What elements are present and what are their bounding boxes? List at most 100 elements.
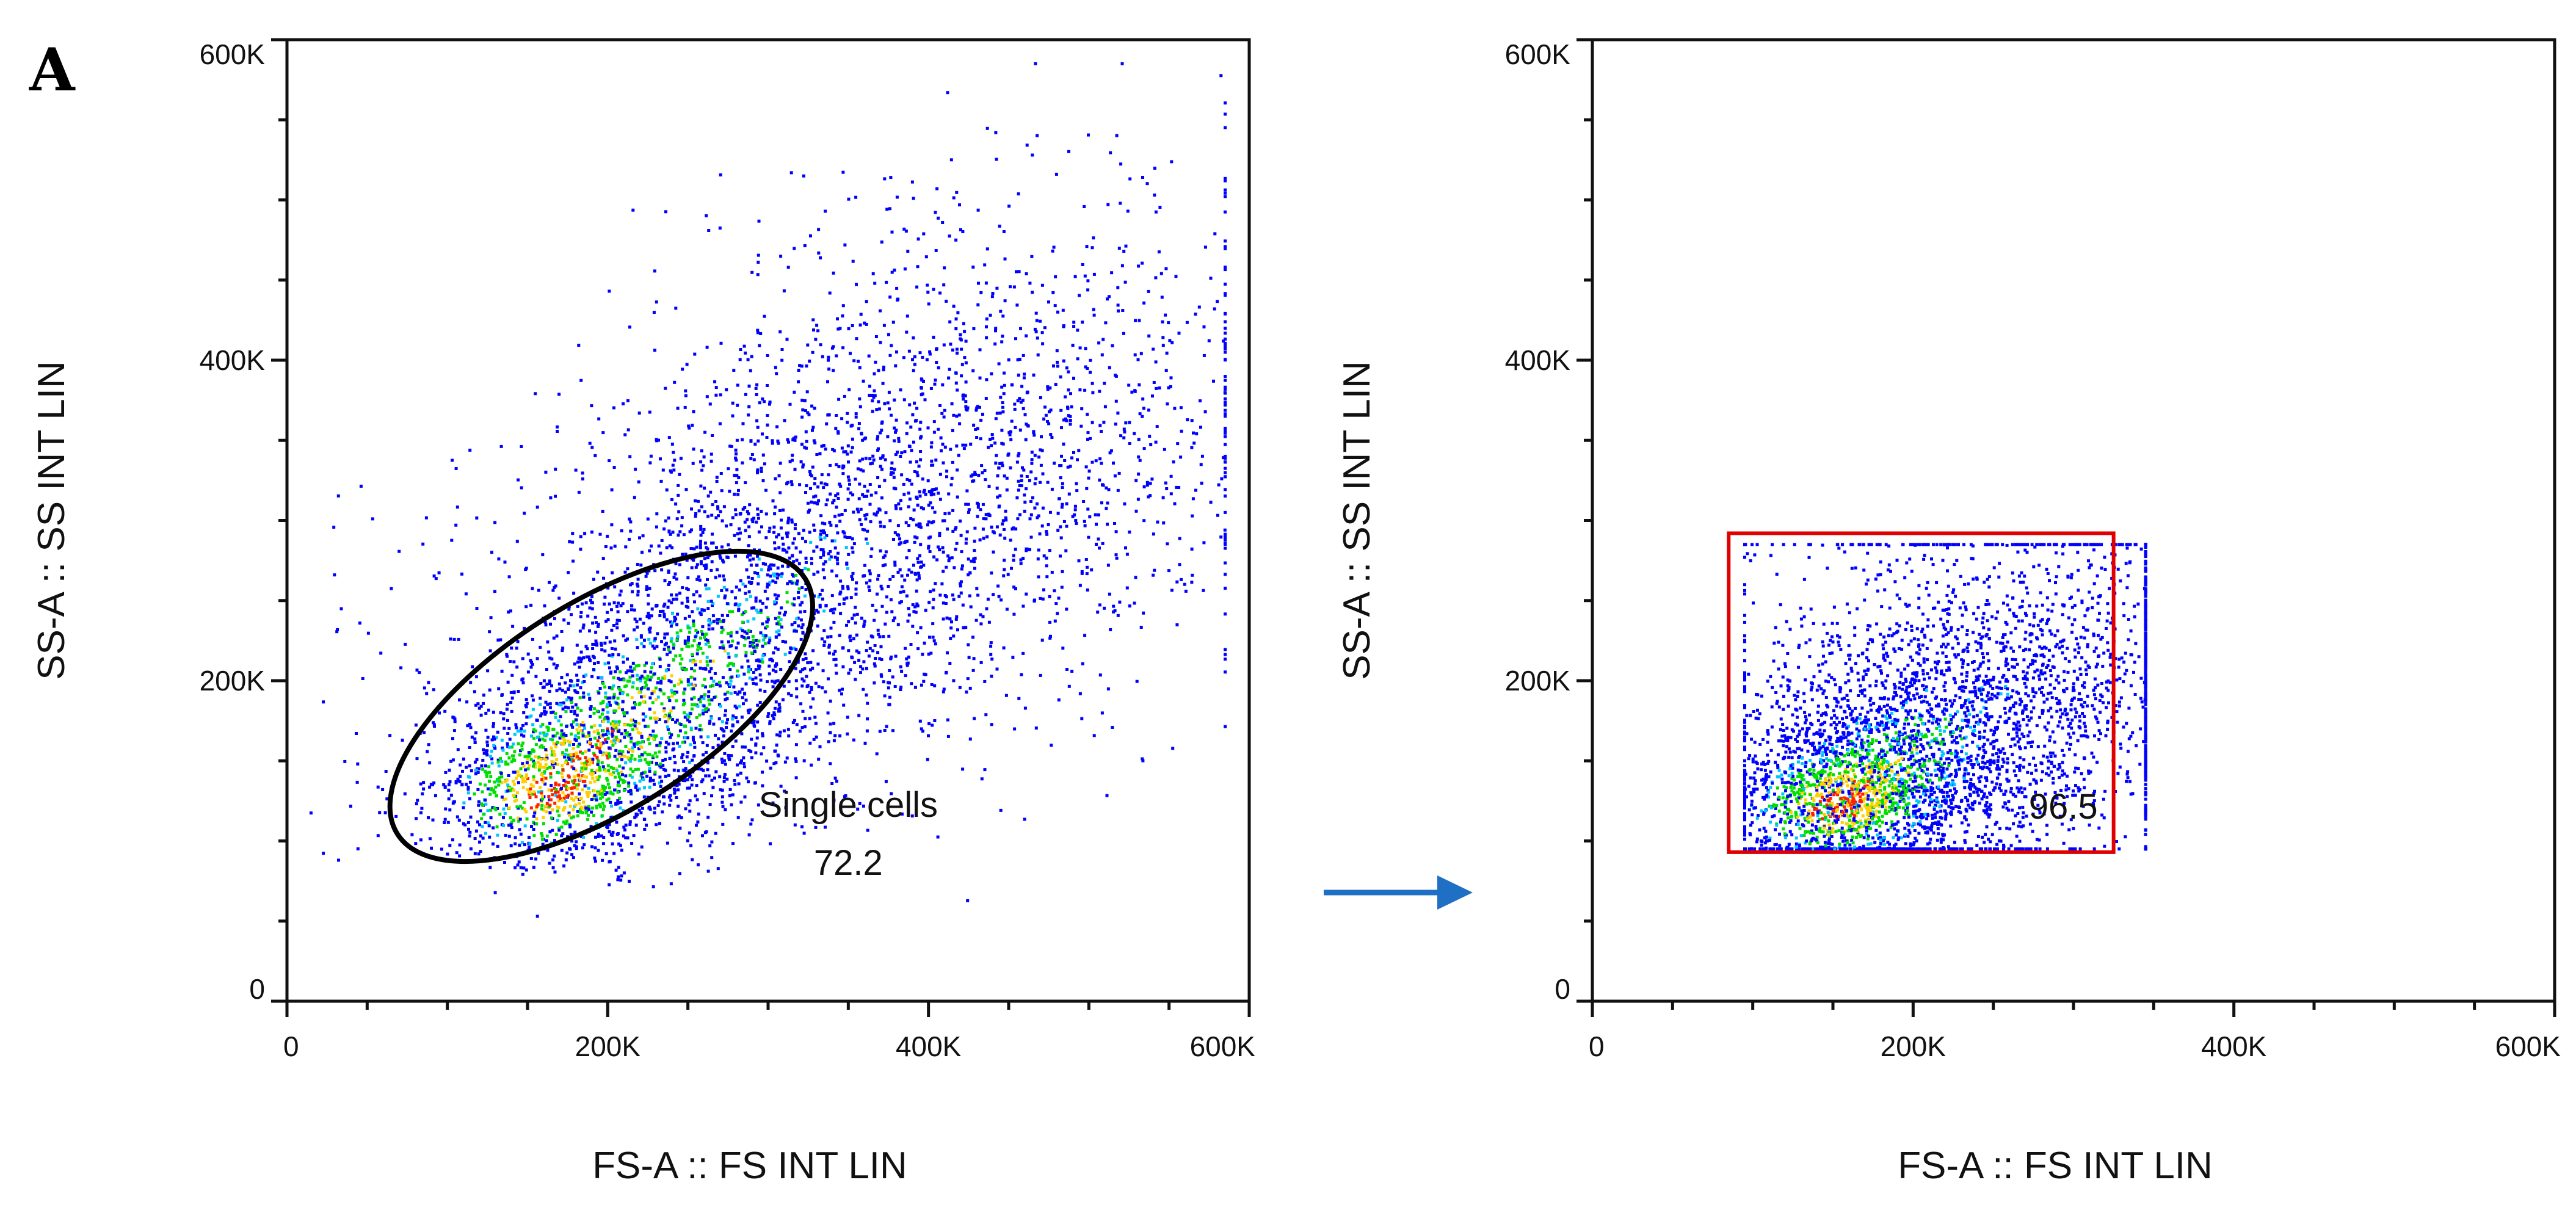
scatter-point [601, 557, 605, 560]
scatter-point [733, 474, 736, 477]
scatter-point [700, 468, 704, 472]
scatter-point [581, 788, 584, 792]
scatter-point [603, 595, 607, 599]
scatter-point [722, 505, 726, 509]
scatter-point [1114, 422, 1117, 426]
scatter-point [747, 581, 751, 584]
scatter-point [1003, 371, 1006, 375]
scatter-point [458, 854, 462, 858]
scatter-point [733, 554, 737, 558]
scatter-point [658, 800, 661, 803]
scatter-point [889, 176, 893, 179]
scatter-point [829, 626, 833, 630]
scatter-point [973, 549, 976, 552]
scatter-point [813, 715, 817, 719]
scatter-point [1213, 232, 1217, 236]
scatter-point [693, 352, 697, 356]
scatter-point [744, 584, 747, 588]
scatter-point [692, 696, 696, 700]
scatter-point [619, 879, 623, 882]
scatter-point [590, 845, 594, 849]
scatter-point [703, 678, 706, 681]
scatter-point [659, 681, 663, 685]
scatter-point [619, 806, 622, 810]
scatter-point [785, 756, 789, 760]
scatter-point [691, 858, 694, 861]
scatter-point [982, 517, 985, 521]
scatter-point [752, 645, 756, 648]
scatter-point [935, 347, 938, 351]
scatter-point [1163, 447, 1166, 451]
scatter-point [561, 764, 564, 767]
scatter-point [490, 757, 494, 761]
scatter-point [823, 640, 827, 643]
scatter-point [741, 507, 745, 511]
scatter-point [488, 630, 492, 634]
scatter-point [718, 422, 722, 426]
scatter-point [542, 816, 545, 819]
scatter-point [645, 761, 649, 764]
scatter-point [945, 475, 948, 479]
scatter-point [938, 291, 942, 295]
scatter-point [1209, 501, 1213, 504]
scatter-point [952, 305, 956, 308]
scatter-point [793, 247, 796, 250]
scatter-point [927, 722, 931, 725]
scatter-point [570, 613, 573, 617]
scatter-point [653, 711, 656, 715]
scatter-point [651, 885, 655, 889]
scatter-point [777, 709, 780, 713]
scatter-point [719, 556, 722, 560]
scatter-point [678, 722, 681, 725]
scatter-point [567, 607, 571, 611]
scatter-point [714, 733, 717, 737]
scatter-point [724, 698, 727, 701]
scatter-point [761, 397, 764, 401]
scatter-point [1075, 482, 1078, 485]
scatter-point [801, 465, 805, 469]
scatter-point [851, 617, 854, 620]
scatter-point [652, 311, 656, 314]
scatter-point [1067, 370, 1070, 374]
scatter-point [629, 789, 633, 792]
scatter-point [1001, 335, 1004, 338]
scatter-point [551, 761, 555, 764]
scatter-point [539, 697, 542, 700]
scatter-point [1224, 179, 1227, 183]
scatter-point [591, 771, 595, 775]
scatter-point [587, 813, 590, 817]
scatter-point [1022, 376, 1026, 380]
scatter-point [509, 609, 512, 613]
scatter-point [907, 655, 910, 659]
scatter-point [541, 723, 545, 726]
scatter-point [893, 439, 896, 443]
scatter-point [662, 604, 666, 608]
scatter-point [880, 468, 883, 471]
scatter-point [1194, 488, 1197, 492]
scatter-point [653, 770, 657, 774]
scatter-point [678, 729, 682, 733]
scatter-point [716, 683, 719, 686]
scatter-point [1081, 662, 1084, 665]
scatter-point [614, 709, 617, 712]
scatter-point [576, 810, 579, 813]
scatter-point [803, 610, 807, 613]
scatter-point [775, 372, 778, 375]
scatter-point [852, 510, 855, 514]
scatter-point [513, 866, 517, 869]
scatter-point [727, 640, 730, 643]
scatter-point [545, 683, 549, 686]
scatter-point [617, 601, 620, 605]
scatter-point [675, 796, 678, 799]
scatter-point [910, 814, 914, 818]
scatter-point [1156, 520, 1159, 524]
scatter-point [620, 770, 623, 774]
scatter-point [849, 352, 852, 355]
scatter-point [821, 521, 824, 525]
scatter-point [697, 509, 701, 513]
scatter-point [1114, 530, 1118, 534]
scatter-point [868, 579, 872, 582]
scatter-point [933, 719, 937, 722]
scatter-point [1224, 294, 1227, 297]
scatter-point [579, 379, 583, 382]
